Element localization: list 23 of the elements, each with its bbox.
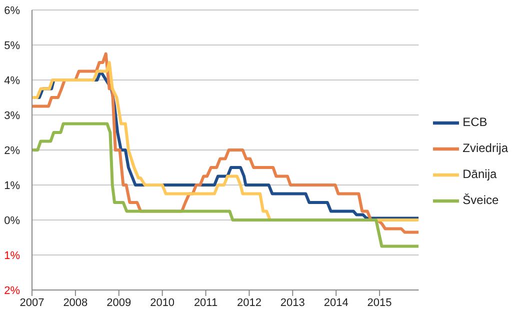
y-tick-label: 1%: [4, 180, 20, 192]
y-tick-label: 2%: [4, 285, 20, 297]
x-tick-label: 2009: [106, 296, 132, 309]
x-tick-label: 2012: [236, 296, 262, 309]
legend-label: Zviedrija: [462, 140, 508, 155]
x-tick-label: 2015: [367, 296, 392, 309]
y-tick-label: 6%: [4, 5, 20, 17]
legend-label: Dānija: [462, 166, 497, 181]
x-tick-label: 2008: [63, 296, 88, 309]
line-series: [32, 122, 419, 248]
x-tick-label: 2011: [194, 296, 218, 309]
x-tick-label: 2010: [150, 296, 175, 309]
y-tick-label: 1%: [4, 250, 20, 262]
y-tick-label: 3%: [4, 110, 20, 122]
x-tick-label: 2014: [324, 296, 348, 309]
y-tick-label: 4%: [4, 75, 20, 87]
legend-label: Šveice: [462, 192, 499, 207]
y-tick-label: 0%: [4, 215, 20, 227]
x-tick-label: 2007: [20, 296, 44, 309]
legend-label: ECB: [462, 114, 488, 129]
y-tick-label: 5%: [4, 40, 20, 52]
x-tick-label: 2013: [280, 296, 305, 309]
y-tick-label: 2%: [4, 145, 20, 157]
